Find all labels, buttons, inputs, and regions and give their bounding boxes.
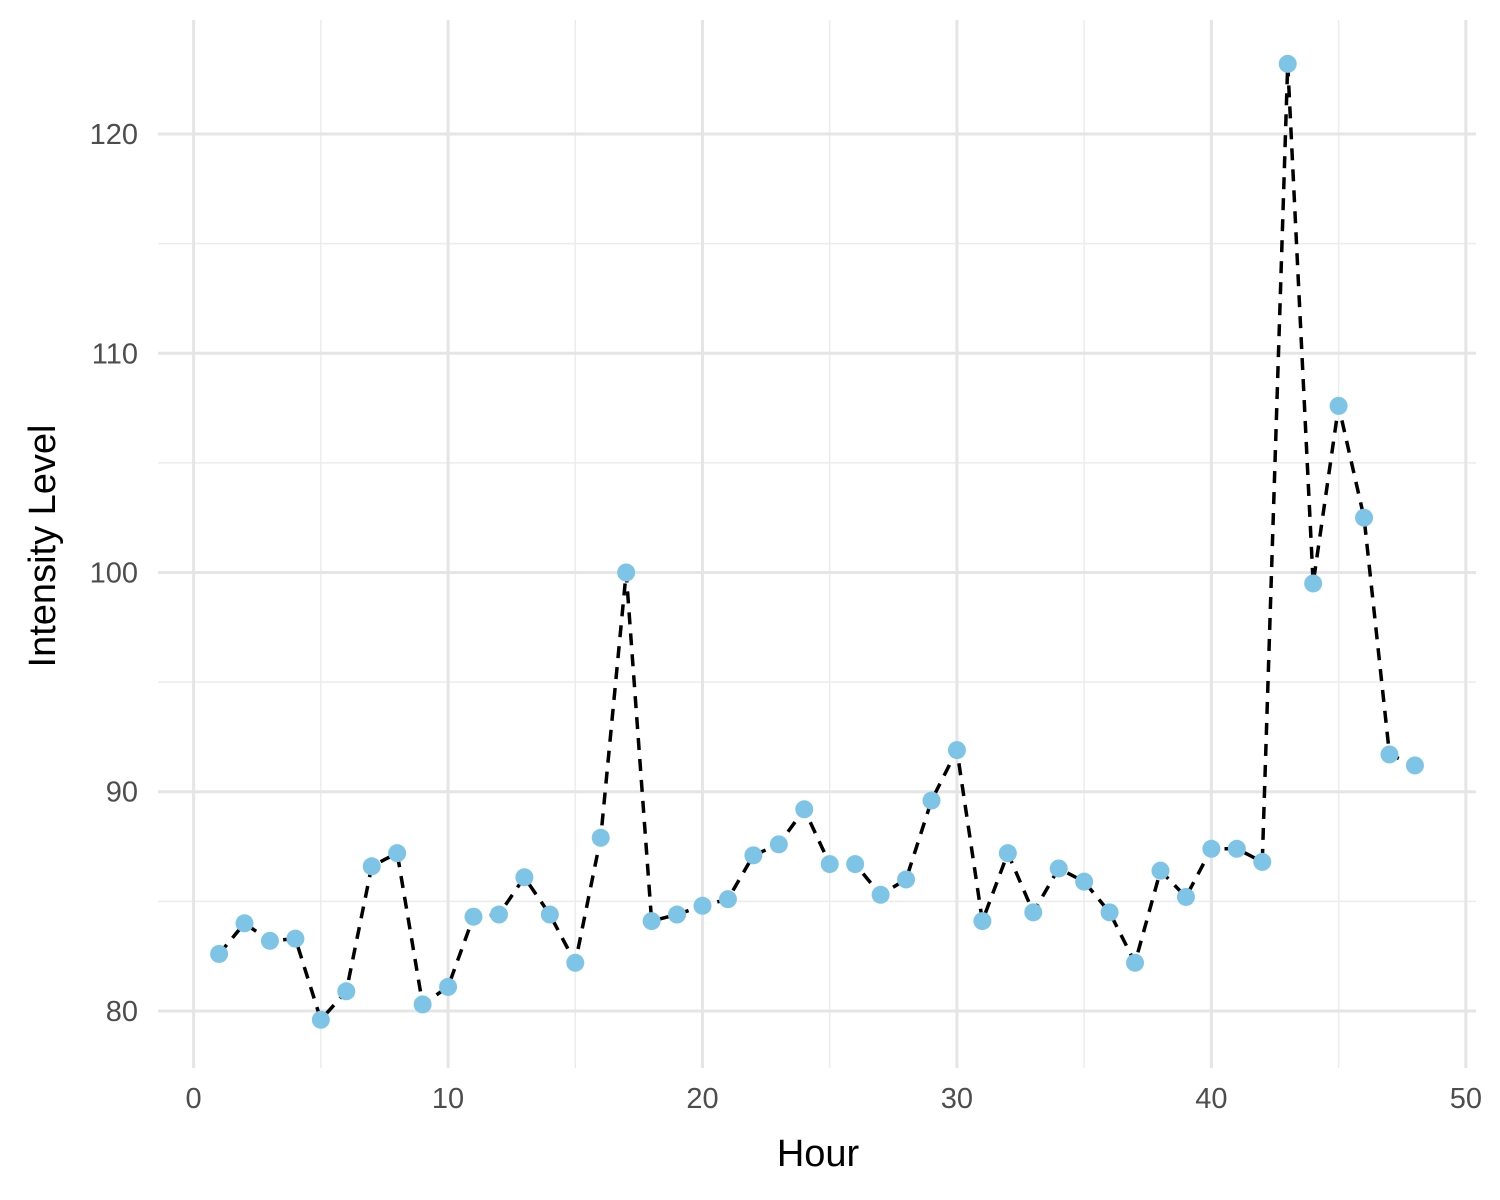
- x-tick-label: 40: [1195, 1083, 1227, 1115]
- data-point: [897, 870, 916, 889]
- data-point: [1355, 508, 1374, 527]
- data-point: [1176, 887, 1195, 906]
- data-point: [795, 800, 814, 819]
- data-point: [1075, 872, 1094, 891]
- data-point: [540, 905, 559, 924]
- data-point: [668, 905, 687, 924]
- x-tick-label: 10: [432, 1083, 464, 1115]
- y-axis-tick-labels: 80 90 100 110 120: [90, 119, 138, 1028]
- data-point: [464, 907, 483, 926]
- data-point: [820, 855, 839, 874]
- data-point: [1278, 54, 1297, 73]
- y-tick-label: 100: [90, 558, 138, 590]
- data-point: [998, 844, 1017, 863]
- series-layer: [210, 54, 1424, 1029]
- data-point: [489, 905, 508, 924]
- data-point: [769, 835, 788, 854]
- y-tick-label: 120: [90, 119, 138, 151]
- data-points: [210, 54, 1424, 1029]
- x-tick-label: 20: [686, 1083, 718, 1115]
- x-tick-label: 0: [186, 1083, 202, 1115]
- data-point: [1304, 574, 1323, 593]
- data-point: [1253, 852, 1272, 871]
- x-axis-title: Hour: [777, 1133, 860, 1175]
- data-point: [642, 912, 661, 931]
- series-line: [217, 63, 1416, 1024]
- data-point: [210, 944, 229, 963]
- x-tick-label: 30: [941, 1083, 973, 1115]
- data-point: [973, 912, 992, 931]
- data-point: [566, 953, 585, 972]
- data-point: [947, 741, 966, 760]
- data-point: [362, 857, 381, 876]
- data-point: [260, 931, 279, 950]
- data-point: [439, 977, 458, 996]
- data-point: [1100, 903, 1119, 922]
- y-tick-label: 90: [106, 777, 138, 809]
- data-point: [235, 914, 254, 933]
- data-point: [1202, 839, 1221, 858]
- y-axis-title: Intensity Level: [22, 425, 64, 668]
- data-point: [515, 868, 534, 887]
- y-tick-label: 80: [106, 996, 138, 1028]
- data-point: [1329, 396, 1348, 415]
- data-point: [388, 844, 407, 863]
- data-point: [1024, 903, 1043, 922]
- data-point: [1405, 756, 1424, 775]
- data-point: [922, 791, 941, 810]
- data-point: [286, 929, 305, 948]
- data-point: [311, 1010, 330, 1029]
- data-point: [591, 828, 610, 847]
- data-point: [1227, 839, 1246, 858]
- minor-gridlines: [158, 20, 1476, 1068]
- y-tick-label: 110: [92, 338, 138, 370]
- data-point: [413, 995, 432, 1014]
- major-gridlines: [158, 20, 1476, 1068]
- data-point: [1049, 859, 1068, 878]
- data-point: [1151, 861, 1170, 880]
- data-point: [846, 855, 865, 874]
- x-axis-tick-labels: 0 10 20 30 40 50: [186, 1083, 1482, 1115]
- data-point: [337, 982, 356, 1001]
- data-point: [1126, 953, 1145, 972]
- data-point: [1380, 745, 1399, 764]
- data-point: [744, 846, 763, 865]
- x-tick-label: 50: [1450, 1083, 1482, 1115]
- data-point: [871, 885, 890, 904]
- data-point: [693, 896, 712, 915]
- data-point: [718, 890, 737, 909]
- data-point: [617, 563, 636, 582]
